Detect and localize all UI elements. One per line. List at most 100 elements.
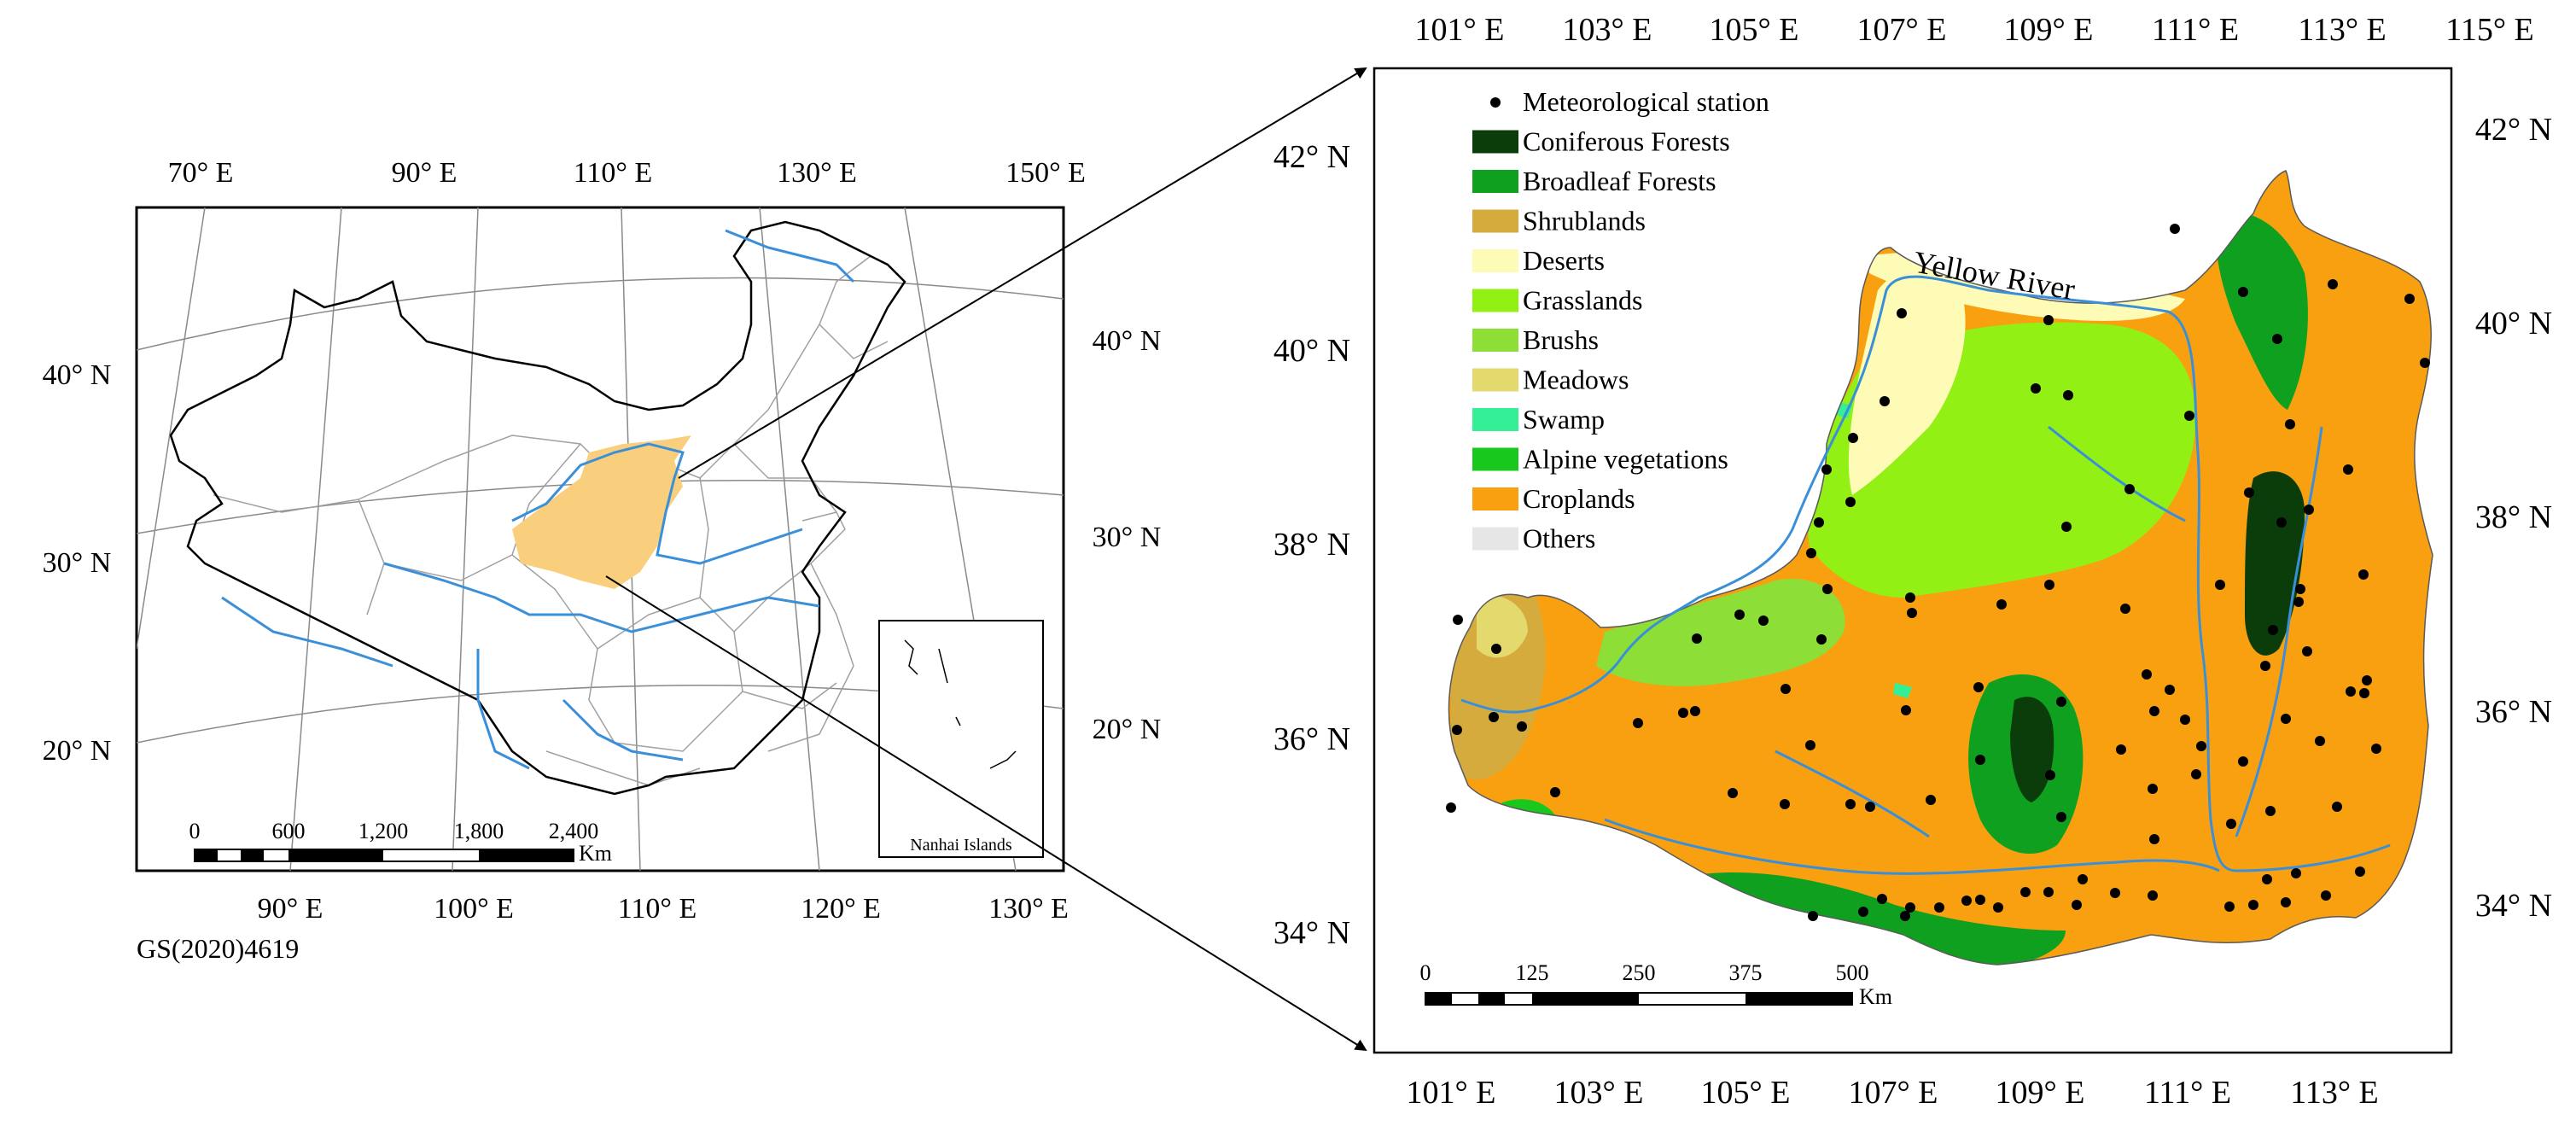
meteorological-station — [2244, 487, 2254, 498]
meteorological-station — [1905, 592, 1915, 603]
legend-swatch-6 — [1472, 329, 1518, 352]
nanhai-islands-shapes — [904, 639, 1017, 769]
meteorological-station — [1690, 706, 1700, 716]
china-graticule — [137, 207, 1064, 871]
meteorological-station — [2302, 646, 2312, 656]
meteorological-station — [1780, 684, 1791, 694]
meteorological-station — [2268, 625, 2278, 635]
meteorological-station — [1880, 396, 1890, 406]
plateau-scale-tick-3: 375 — [1729, 960, 1763, 985]
meteorological-station — [2276, 517, 2287, 528]
meteorological-station — [2272, 334, 2282, 344]
meteorological-station — [2044, 580, 2054, 590]
china-lon-bottom-labels: 90° E 100° E 110° E 120° E 130° E — [258, 893, 1069, 925]
zoom-connector-lines — [605, 67, 1367, 1052]
plateau-lat-right-2: 38° N — [2475, 499, 2552, 535]
meteorological-station — [1491, 644, 1501, 654]
meteorological-station — [1780, 799, 1790, 809]
plateau-scale-tick-1: 125 — [1516, 960, 1549, 985]
connector-top — [678, 67, 1367, 479]
meteorological-station — [2180, 715, 2190, 725]
china-outline — [169, 220, 906, 796]
meteorological-station — [2285, 419, 2295, 429]
legend-swatch-1 — [1472, 130, 1518, 154]
plateau-lon-top-1: 103° E — [1563, 12, 1652, 48]
plateau-lat-right-0: 42° N — [2475, 112, 2552, 148]
nanhai-inset-frame — [878, 620, 1044, 858]
yellow-river — [1460, 275, 2391, 872]
meteorological-station — [1848, 433, 1858, 443]
plateau-lon-bottom-1: 103° E — [1554, 1075, 1644, 1111]
legend-label-7: Meadows — [1523, 365, 1629, 395]
meteorological-station — [1758, 616, 1769, 626]
plateau-lon-top-7: 115° E — [2445, 12, 2534, 48]
plateau-lat-left-2: 38° N — [1273, 527, 1350, 563]
legend-label-3: Shrublands — [1523, 206, 1646, 236]
meteorological-station — [1453, 615, 1463, 625]
legend-label-10: Croplands — [1523, 483, 1635, 514]
plateau-scale-tick-4: 500 — [1836, 960, 1869, 985]
meteorological-station — [1550, 787, 1560, 797]
china-lon-bottom-1: 100° E — [434, 893, 514, 925]
meteorological-station — [2260, 661, 2270, 671]
plateau-lat-left-labels: 42° N 40° N 38° N 36° N 34° N — [1273, 139, 1350, 951]
meteorological-station — [2124, 484, 2135, 494]
meteorological-station — [1734, 610, 1745, 620]
china-scale-tick-4: 2,400 — [549, 819, 599, 843]
plateau-lon-top-4: 109° E — [2004, 12, 2094, 48]
meteorological-station — [1975, 895, 1985, 905]
plateau-lon-bottom-0: 101° E — [1407, 1075, 1496, 1111]
map-approval-code: GS(2020)4619 — [137, 933, 299, 964]
meteorological-station — [2224, 901, 2235, 912]
plateau-lon-bottom-labels: 101° E 103° E 105° E 107° E 109° E 111° … — [1407, 1075, 2379, 1111]
meteorological-station — [2262, 874, 2272, 884]
plateau-lat-right-3: 36° N — [2475, 694, 2552, 730]
plateau-lon-top-5: 111° E — [2152, 12, 2239, 48]
meteorological-station — [1905, 902, 1915, 913]
meteorological-station — [2293, 597, 2304, 607]
china-scale-tick-1: 600 — [272, 819, 306, 843]
meteorological-station — [1489, 712, 1499, 722]
loess-plateau-outline — [1448, 170, 2433, 966]
plateau-lon-bottom-4: 109° E — [1996, 1075, 2085, 1111]
china-lat-left-0: 40° N — [43, 359, 112, 391]
meteorological-station — [2191, 769, 2201, 779]
china-lat-left-2: 20° N — [43, 735, 112, 767]
plateau-lon-top-0: 101° E — [1415, 12, 1505, 48]
china-lon-top-2: 110° E — [574, 157, 653, 189]
meteorological-station — [2149, 834, 2159, 844]
china-lon-top-0: 70° E — [168, 157, 234, 189]
china-lon-top-1: 90° E — [392, 157, 458, 189]
legend-label-2: Broadleaf Forests — [1523, 166, 1716, 196]
china-scale-bar: 0 600 1,200 1,800 2,400 Km — [189, 819, 613, 866]
landcover-meadows — [1477, 595, 1528, 658]
landcover-legend: Meteorological station Coniferous Forests… — [1472, 86, 1769, 554]
meteorological-station — [2110, 888, 2120, 898]
meteorological-station — [2291, 868, 2301, 878]
plateau-lat-left-0: 42° N — [1273, 139, 1350, 175]
meteorological-station — [1897, 308, 1907, 318]
meteorological-stations — [1446, 224, 2430, 921]
meteorological-station — [1900, 911, 1910, 921]
meteorological-station — [1816, 634, 1827, 645]
meteorological-station — [2248, 900, 2258, 910]
china-scale-tick-3: 1,800 — [454, 819, 504, 843]
legend-label-4: Deserts — [1523, 245, 1605, 276]
china-lon-bottom-3: 120° E — [801, 893, 881, 925]
meteorological-station — [2346, 686, 2356, 697]
meteorological-station — [1446, 802, 1456, 813]
meteorological-station — [1926, 795, 1936, 805]
china-scale-tick-0: 0 — [189, 819, 201, 843]
legend-label-9: Alpine vegetations — [1523, 444, 1728, 475]
plateau-lon-bottom-6: 113° E — [2290, 1075, 2379, 1111]
meteorological-station — [2165, 685, 2175, 695]
china-lat-right-1: 30° N — [1093, 522, 1162, 553]
meteorological-station — [2184, 411, 2194, 421]
plateau-lon-top-6: 113° E — [2298, 12, 2387, 48]
meteorological-station — [2332, 802, 2342, 812]
meteorological-station — [2142, 669, 2152, 680]
meteorological-station — [2078, 874, 2088, 884]
nanhai-inset-label: Nanhai Islands — [910, 836, 1012, 855]
meteorological-station — [2238, 756, 2248, 767]
meteorological-station — [2321, 890, 2331, 901]
